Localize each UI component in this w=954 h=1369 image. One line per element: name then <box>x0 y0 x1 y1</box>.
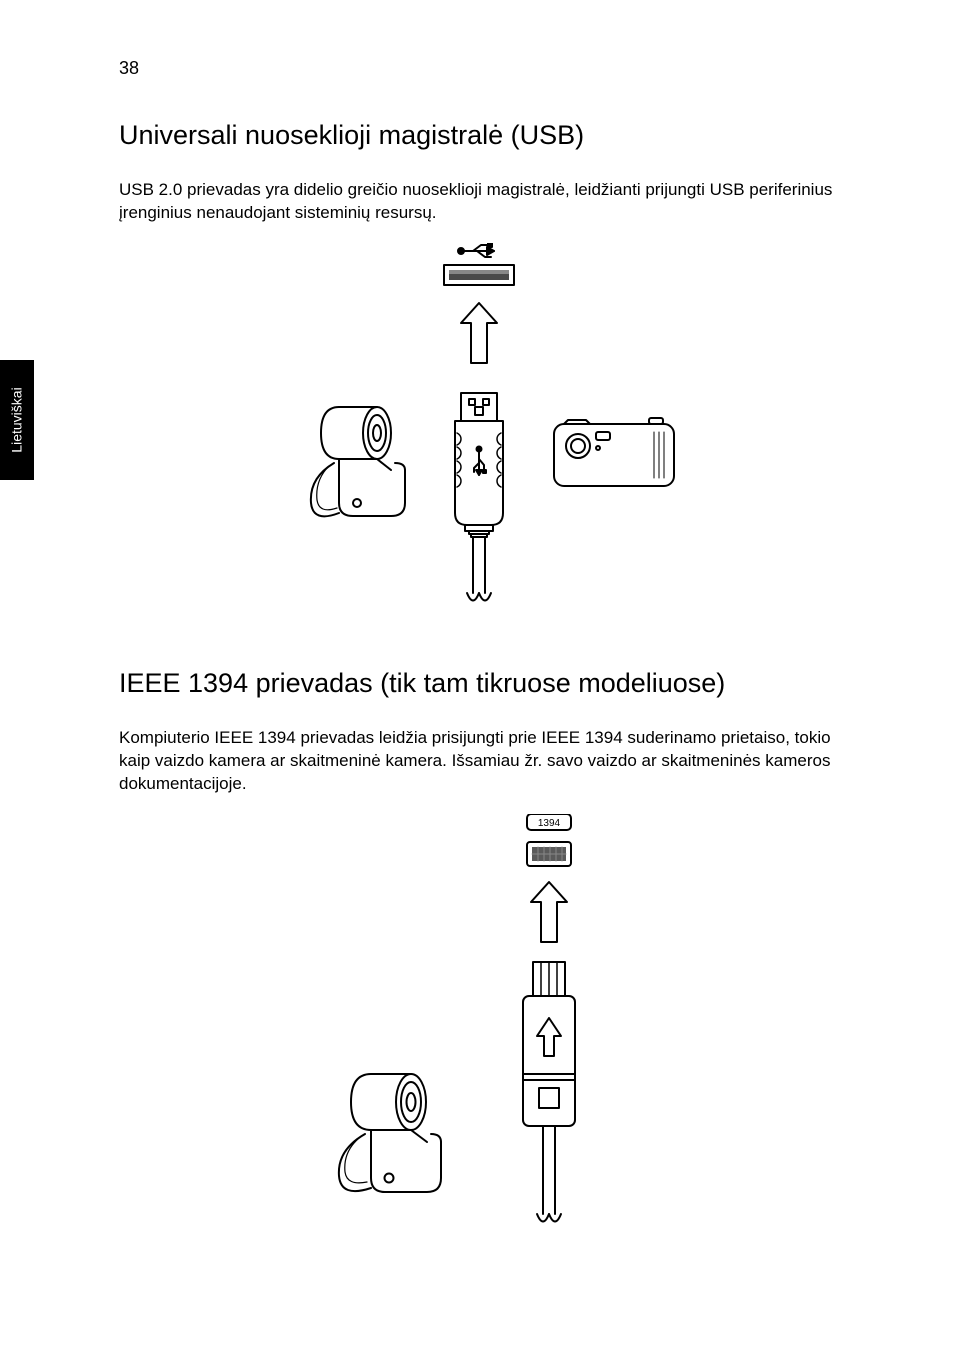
side-language-label: Lietuviškai <box>9 387 25 452</box>
ieee1394-section-paragraph: Kompiuterio IEEE 1394 prievadas leidžia … <box>119 727 839 796</box>
page-content: Universali nuoseklioji magistralė (USB) … <box>119 100 839 1294</box>
usb-section-paragraph: USB 2.0 prievadas yra didelio greičio nu… <box>119 179 839 225</box>
side-language-tab: Lietuviškai <box>0 360 34 480</box>
ieee1394-section-heading: IEEE 1394 prievadas (tik tam tikruose mo… <box>119 668 839 699</box>
page-number: 38 <box>119 58 139 79</box>
usb-section-heading: Universali nuoseklioji magistralė (USB) <box>119 120 839 151</box>
usb-figure <box>119 243 839 628</box>
ieee1394-port-label: 1394 <box>538 818 561 829</box>
ieee1394-figure: 1394 <box>119 814 839 1254</box>
